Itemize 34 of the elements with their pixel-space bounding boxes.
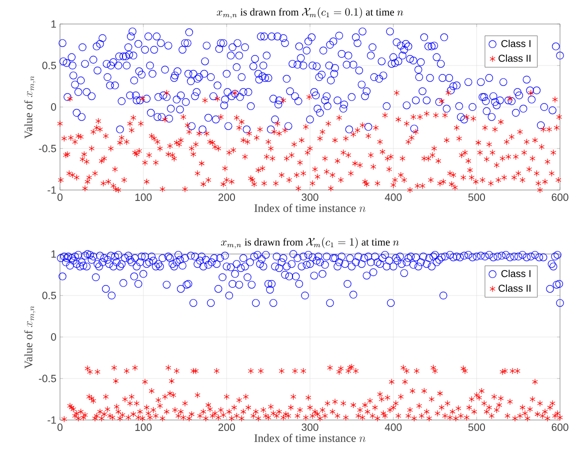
x-tick-label: 200 bbox=[218, 194, 235, 201]
y-tick-label: -0.5 bbox=[38, 144, 56, 152]
legend-label: Class I bbox=[501, 270, 530, 278]
x-tick-label: 600 bbox=[552, 194, 568, 201]
x-tick-label: 300 bbox=[302, 194, 318, 201]
x-tick-label: 100 bbox=[135, 424, 152, 431]
x-axis-title: $\mbox{Index of time instance } n$ bbox=[254, 434, 366, 442]
x-tick-label: 500 bbox=[468, 194, 485, 201]
y-axis-title: $\mbox{Value of } x_{m,n}$ bbox=[24, 306, 36, 369]
x-tick-label: 0 bbox=[57, 194, 62, 201]
x-tick-label: 200 bbox=[218, 424, 235, 431]
y-tick-label: 0 bbox=[51, 103, 56, 111]
legend-label: Class I bbox=[501, 40, 530, 48]
y-tick-label: 0.5 bbox=[42, 292, 56, 300]
x-tick-label: 300 bbox=[302, 424, 318, 431]
chart-title: $x_{m,n} \mbox{ is drawn from } \mathcal{X}_m(c_1 = 1) \mbox{ at time } n$ bbox=[221, 237, 399, 248]
chart-title: $x_{m,n} \mbox{ is drawn from } \mathcal{X}_m(c_1 = 0.1) \mbox{ at time } n$ bbox=[216, 7, 404, 18]
legend-label: Class II bbox=[498, 284, 530, 292]
x-tick-label: 600 bbox=[552, 424, 568, 431]
x-axis-title: $\mbox{Index of time instance } n$ bbox=[254, 204, 366, 212]
y-tick-label: -1 bbox=[48, 416, 56, 424]
x-tick-label: 0 bbox=[57, 424, 62, 431]
x-tick-label: 100 bbox=[135, 194, 152, 201]
y-tick-label: -1 bbox=[48, 186, 56, 194]
y-axis-title: $\mbox{Value of } x_{m,n}$ bbox=[24, 76, 36, 139]
x-tick-label: 400 bbox=[384, 194, 402, 201]
y-tick-label: -0.5 bbox=[38, 374, 56, 382]
y-tick-label: 1 bbox=[51, 250, 56, 258]
y-tick-label: 0.5 bbox=[42, 62, 56, 70]
y-tick-label: 0 bbox=[51, 333, 56, 341]
legend-label: Class II bbox=[498, 54, 530, 62]
x-tick-label: 400 bbox=[384, 424, 402, 431]
x-tick-label: 500 bbox=[468, 424, 485, 431]
y-tick-label: 1 bbox=[51, 20, 56, 28]
